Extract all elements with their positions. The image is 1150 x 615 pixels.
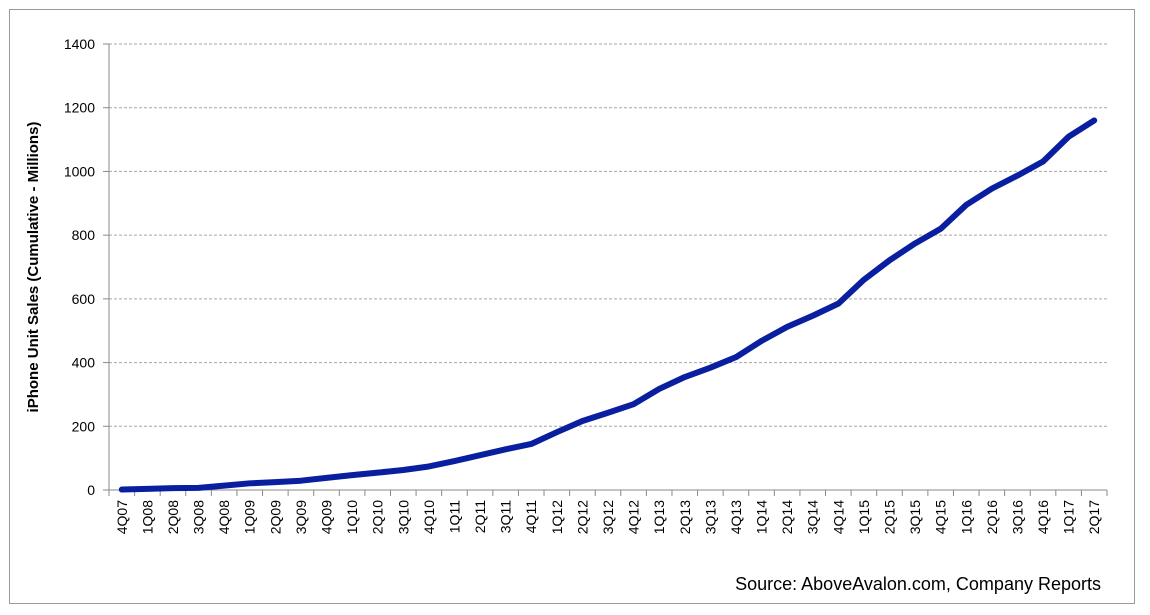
y-tick-label: 400 — [72, 355, 96, 371]
x-tick-label: 1Q17 — [1061, 500, 1077, 534]
x-tick-label: 3Q08 — [191, 500, 207, 534]
x-tick-label: 2Q16 — [984, 500, 1000, 534]
x-tick-label: 3Q09 — [293, 500, 309, 534]
x-tick-label: 1Q16 — [958, 500, 974, 534]
x-tick-label: 3Q16 — [1009, 500, 1025, 534]
y-tick-label: 1200 — [64, 100, 95, 116]
x-tick-label: 2Q15 — [881, 500, 897, 534]
x-tick-label: 2Q12 — [574, 500, 590, 534]
x-tick-label: 3Q15 — [907, 500, 923, 534]
x-tick-label: 3Q13 — [702, 500, 718, 534]
x-tick-label: 4Q09 — [319, 500, 335, 534]
x-tick-label: 2Q10 — [370, 500, 386, 534]
x-tick-label: 2Q08 — [165, 500, 181, 534]
y-tick-label: 800 — [72, 227, 96, 243]
x-tick-label: 3Q10 — [395, 500, 411, 534]
x-tick-label: 1Q10 — [344, 500, 360, 534]
x-axis-ticks: 4Q07 1Q08 2Q08 3Q08 4Q08 1Q09 2Q09 3Q09 4Q09 1Q10… — [108, 490, 1108, 534]
x-tick-label: 4Q13 — [728, 500, 744, 534]
y-axis-ticks: 0 200 400 600 800 1000 1200 1400 — [64, 36, 109, 498]
y-tick-label: 200 — [72, 418, 96, 434]
x-tick-label: 3Q14 — [805, 500, 821, 534]
x-tick-label: 1Q09 — [242, 500, 258, 534]
x-tick-label: 4Q10 — [421, 500, 437, 534]
x-tick-label: 2Q13 — [677, 500, 693, 534]
gridlines — [109, 43, 1107, 427]
source-note: Source: AboveAvalon.com, Company Reports — [735, 574, 1101, 594]
y-tick-label: 1000 — [64, 163, 95, 179]
x-tick-label: 4Q08 — [216, 500, 232, 534]
y-tick-label: 1400 — [64, 36, 95, 52]
x-tick-label: 4Q11 — [523, 500, 539, 533]
x-tick-label: 2Q17 — [1086, 500, 1102, 534]
x-tick-label: 4Q16 — [1035, 500, 1051, 534]
x-tick-label: 4Q12 — [626, 500, 642, 534]
x-tick-label: 1Q15 — [856, 500, 872, 534]
x-tick-label: 2Q09 — [267, 500, 283, 534]
x-tick-label: 1Q08 — [139, 500, 155, 534]
x-tick-label: 3Q11 — [498, 500, 514, 533]
x-tick-label: 4Q15 — [933, 500, 949, 534]
x-tick-label: 2Q14 — [779, 500, 795, 534]
x-tick-label: 4Q14 — [830, 500, 846, 534]
x-tick-label: 1Q14 — [754, 500, 770, 534]
y-axis-label: iPhone Unit Sales (Cumulative - Millions… — [25, 122, 42, 413]
y-tick-label: 0 — [87, 482, 95, 498]
x-tick-label: 2Q11 — [472, 500, 488, 533]
x-tick-label: 3Q12 — [600, 500, 616, 534]
y-tick-label: 600 — [72, 291, 96, 307]
x-tick-label: 4Q07 — [114, 500, 130, 534]
x-tick-label: 1Q11 — [446, 500, 462, 533]
series-line — [118, 117, 1098, 493]
x-tick-label: 1Q13 — [651, 500, 667, 534]
x-tick-label: 1Q12 — [549, 500, 565, 534]
